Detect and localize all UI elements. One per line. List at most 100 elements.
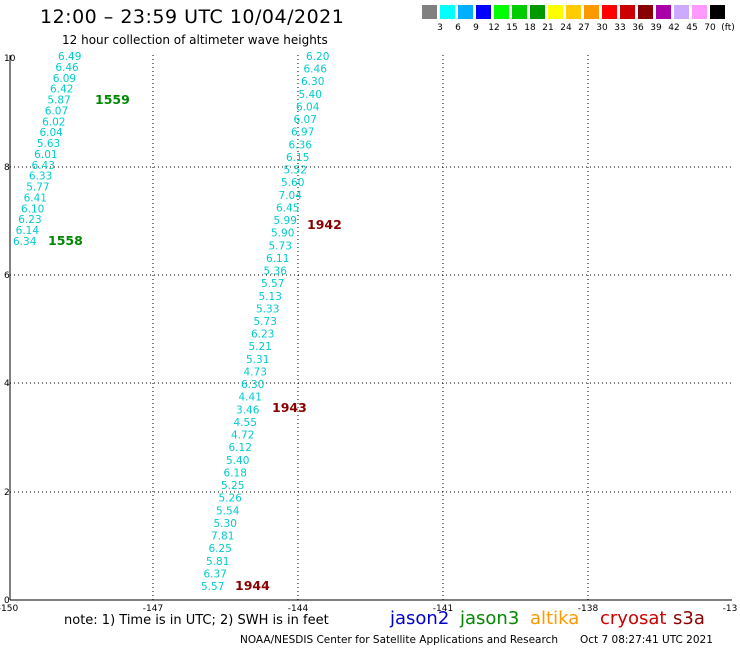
legend-swatch (494, 5, 509, 19)
swh-value: 6.36 (289, 139, 313, 151)
swh-value: 5.63 (37, 138, 60, 150)
swh-value: 6.46 (304, 64, 328, 76)
swh-value: 7.81 (211, 531, 234, 543)
swh-value: 6.30 (301, 76, 324, 88)
legend-swatch (458, 5, 473, 19)
legend-swatch (548, 5, 563, 19)
legend-swatch (530, 5, 545, 19)
swh-value: 5.99 (274, 215, 297, 227)
legend-label: 30 (596, 23, 608, 33)
swh-value: 5.25 (221, 480, 244, 492)
x-tick-label: -147 (143, 604, 163, 614)
swh-value: 5.52 (284, 165, 307, 177)
satellite-s3a: s3a (673, 608, 705, 629)
satellite-jason2: jason2 (390, 608, 450, 629)
legend-swatch (476, 5, 491, 19)
legend-label: 18 (524, 23, 536, 33)
swh-value: 5.30 (214, 518, 237, 530)
swh-value: 6.01 (34, 149, 57, 161)
swh-value: 6.25 (209, 543, 232, 555)
legend-label: 12 (488, 23, 500, 33)
swh-value: 5.57 (201, 581, 224, 593)
swh-value: 5.33 (256, 303, 279, 315)
swh-value: 6.46 (55, 62, 79, 74)
y-tick-label: 2 (4, 488, 10, 498)
swh-value: 6.43 (32, 160, 55, 172)
swh-value: 6.07 (294, 114, 317, 126)
swh-value: 5.60 (281, 177, 304, 189)
swh-value: 6.04 (296, 101, 320, 113)
y-tick-label: 0 (4, 596, 10, 606)
swh-value: 6.33 (29, 171, 52, 183)
y-tick-label: 6 (4, 271, 10, 281)
swh-value: 5.36 (264, 266, 288, 278)
x-tick-label: -138 (578, 604, 599, 614)
swh-value: 3.46 (236, 404, 260, 416)
pass-time-label: 1558 (48, 233, 83, 248)
legend-label: 33 (614, 23, 626, 33)
swh-value: 4.55 (234, 417, 257, 429)
y-tick-label: 4 (4, 379, 10, 389)
swh-value: 6.07 (45, 105, 68, 117)
swh-value: 6.42 (50, 84, 73, 96)
swh-value: 5.73 (269, 240, 292, 252)
map-subtitle: 12 hour collection of altimeter wave hei… (62, 33, 328, 47)
legend-swatch (656, 5, 671, 19)
pass-time-label: 1943 (272, 400, 307, 415)
swh-value: 7.04 (279, 190, 303, 202)
swh-value: 5.57 (261, 278, 284, 290)
legend-label: (ft) (721, 23, 735, 33)
legend-swatch (440, 5, 455, 19)
legend-label: 21 (542, 23, 554, 33)
swh-value: 5.21 (249, 341, 272, 353)
swh-value: 6.14 (16, 225, 40, 237)
swh-value: 6.11 (266, 253, 289, 265)
pass-time-label: 1559 (95, 92, 130, 107)
map-title: 12:00 – 23:59 UTC 10/04/2021 (40, 6, 345, 28)
legend-swatch (674, 5, 689, 19)
swh-value: 5.90 (271, 228, 294, 240)
swh-value: 5.77 (26, 182, 49, 194)
swh-value: 6.10 (21, 203, 44, 215)
swh-value: 6.23 (251, 329, 274, 341)
legend-label: 3 (437, 23, 443, 33)
legend-swatch (566, 5, 581, 19)
swh-value: 5.40 (226, 455, 249, 467)
legend-label: 70 (704, 23, 716, 33)
swh-value: 5.40 (299, 89, 322, 101)
swh-value: 4.72 (231, 430, 254, 442)
swh-value: 6.12 (229, 442, 252, 454)
swh-value: 6.30 (241, 379, 264, 391)
swh-value: 5.87 (47, 95, 70, 107)
swh-value: 6.45 (276, 202, 299, 214)
legend-swatch (638, 5, 653, 19)
legend-swatch (512, 5, 527, 19)
swh-value: 5.81 (206, 556, 229, 568)
y-tick-label: 10 (4, 54, 16, 64)
legend-label: 36 (632, 23, 644, 33)
swh-value: 4.73 (244, 366, 267, 378)
swh-value: 4.41 (239, 392, 262, 404)
swh-value: 6.41 (24, 192, 47, 204)
timestamp-text: Oct 7 08:27:41 UTC 2021 (580, 634, 713, 646)
satellite-jason3: jason3 (460, 608, 520, 629)
swh-value: 6.09 (53, 73, 76, 85)
y-tick-label: 8 (4, 163, 10, 173)
swh-value: 6.23 (18, 214, 41, 226)
legend-label: 45 (686, 23, 698, 33)
satellite-cryosat: cryosat (600, 608, 667, 629)
legend-label: 24 (560, 23, 572, 33)
satellite-altika: altika (530, 608, 580, 629)
legend-label: 39 (650, 23, 662, 33)
x-tick-label: -141 (433, 604, 453, 614)
swh-value: 6.34 (13, 236, 37, 248)
legend-swatch (692, 5, 707, 19)
legend-swatch (620, 5, 635, 19)
swh-value: 5.73 (254, 316, 277, 328)
legend-label: 27 (578, 23, 590, 33)
x-tick-label: -144 (288, 604, 309, 614)
swh-value: 5.54 (216, 505, 240, 517)
swh-value: 5.31 (246, 354, 269, 366)
legend-label: 9 (473, 23, 479, 33)
